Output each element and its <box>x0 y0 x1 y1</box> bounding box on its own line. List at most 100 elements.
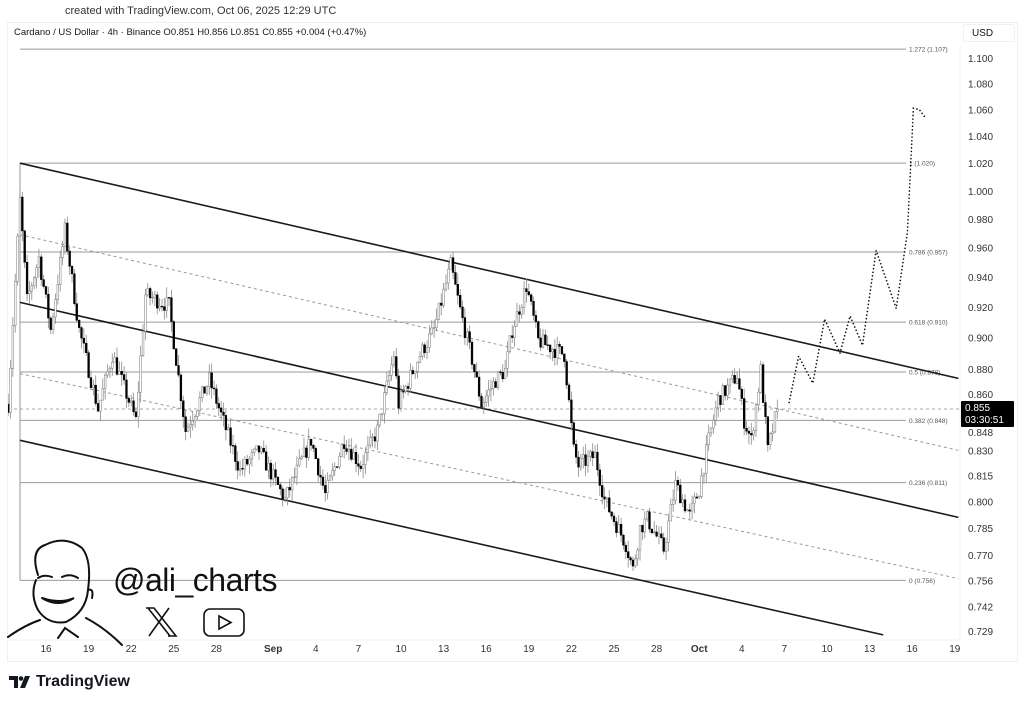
candle-up <box>506 351 509 369</box>
candle-down <box>546 344 549 346</box>
candle-down <box>132 400 135 413</box>
x-logo-icon <box>146 607 178 637</box>
candle-down <box>274 469 277 478</box>
candle-down <box>468 331 471 343</box>
candle-up <box>759 364 762 393</box>
symbol-legend: Cardano / US Dollar · 4h · Binance O0.85… <box>14 27 367 38</box>
candle-down <box>335 466 339 468</box>
candle-up <box>333 466 336 471</box>
candle-up <box>238 468 242 471</box>
currency-button[interactable]: USD <box>963 24 1015 42</box>
candle-down <box>66 222 69 252</box>
candle-down <box>246 459 249 465</box>
candle-down <box>319 474 322 478</box>
candle-up <box>681 499 684 504</box>
candle-up <box>437 302 441 320</box>
y-tick-label: 0.756 <box>968 576 993 587</box>
candle-up <box>193 416 197 422</box>
avatar-smile <box>41 597 75 604</box>
candle-down <box>470 341 474 365</box>
y-tick-label: 0.770 <box>968 551 993 562</box>
candle-up <box>705 444 708 474</box>
avatar-shoulders <box>7 617 123 646</box>
candle-down <box>87 352 90 378</box>
candle-up <box>14 281 17 326</box>
y-tick-label: 0.980 <box>968 215 993 226</box>
candle-up <box>186 426 190 432</box>
candle-up <box>205 386 209 394</box>
candle-down <box>47 293 50 319</box>
candle-down <box>77 320 81 328</box>
candle-up <box>430 327 433 335</box>
candle-down <box>610 511 613 517</box>
candle-up <box>28 290 31 295</box>
candle-down <box>501 372 504 380</box>
candle-up <box>634 558 637 567</box>
candle-up <box>146 288 149 296</box>
candle-down <box>224 415 228 431</box>
candle-up <box>712 419 715 429</box>
candle-down <box>627 551 630 558</box>
tradingview-logo[interactable]: TradingView <box>9 673 130 691</box>
y-tick-label: 1.040 <box>968 132 993 143</box>
candle-up <box>18 196 22 237</box>
candle-up <box>380 413 384 415</box>
candle-up <box>290 477 294 491</box>
candle-up <box>664 542 668 552</box>
candle-down <box>499 371 502 373</box>
candle-down <box>766 416 769 446</box>
x-tick-label: 25 <box>608 644 620 655</box>
candle-down <box>461 306 464 318</box>
candle-down <box>148 288 152 299</box>
candle-down <box>676 480 680 486</box>
candle-up <box>130 400 133 403</box>
candle-up <box>137 391 140 417</box>
candle-down <box>122 374 126 381</box>
candle-down <box>170 297 173 322</box>
candle-up <box>515 311 519 327</box>
candle-up <box>716 395 720 409</box>
candle-up <box>326 479 329 494</box>
x-tick-label: 13 <box>438 644 450 655</box>
last-price-label-bg <box>961 400 1014 427</box>
candle-down <box>373 436 377 442</box>
candle-up <box>698 496 701 499</box>
candle-down <box>622 534 625 546</box>
candle-down <box>44 286 48 295</box>
candle-up <box>414 371 417 374</box>
candle-up <box>283 497 287 500</box>
candle-down <box>423 344 426 353</box>
candle-up <box>773 411 777 433</box>
candle-down <box>624 544 627 552</box>
candle-up <box>196 410 199 417</box>
candle-down <box>454 272 457 285</box>
x-tick-label: 16 <box>40 644 52 655</box>
candle-down <box>641 525 644 533</box>
candle-down <box>537 321 540 339</box>
fib-level-label: 0.236 (0.811) <box>909 480 947 487</box>
candle-down <box>179 374 183 402</box>
candle-up <box>769 433 772 446</box>
candle-down <box>655 531 658 537</box>
candle-down <box>679 484 682 504</box>
candle-up <box>586 455 590 466</box>
candle-down <box>761 364 765 403</box>
candle-up <box>189 424 192 428</box>
candle-down <box>42 279 45 287</box>
fib-level-label: 0.5 (0.878) <box>909 370 940 377</box>
candle-down <box>563 353 566 362</box>
candle-down <box>160 305 164 308</box>
candle-up <box>300 456 303 459</box>
channel-line-dashed <box>19 373 959 580</box>
candle-down <box>231 445 235 447</box>
candle-up <box>731 375 734 380</box>
y-tick-label: 1.100 <box>968 54 993 65</box>
candle-up <box>442 288 445 306</box>
candle-down <box>511 335 514 338</box>
candle-up <box>35 267 38 279</box>
candle-down <box>309 438 313 446</box>
candle-down <box>156 294 159 309</box>
fib-level-label: 1.272 (1.107) <box>909 47 948 54</box>
candle-up <box>728 378 732 386</box>
